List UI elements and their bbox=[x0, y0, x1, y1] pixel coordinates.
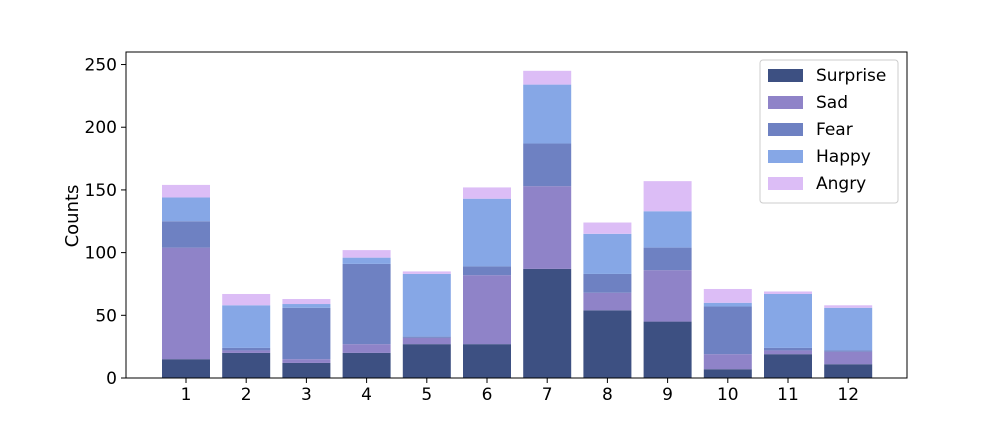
legend: Surprise Sad Fear Happy Angry bbox=[760, 60, 898, 203]
y-axis-label: Counts bbox=[62, 185, 83, 248]
x-tick-label: 10 bbox=[717, 385, 739, 405]
bar-sad-5 bbox=[403, 338, 451, 344]
bar-angry-12 bbox=[824, 305, 872, 308]
x-tick-label: 8 bbox=[602, 385, 613, 405]
bar-surprise-5 bbox=[403, 344, 451, 378]
bar-happy-6 bbox=[463, 199, 511, 267]
bar-fear-7 bbox=[523, 144, 571, 187]
bar-happy-11 bbox=[764, 294, 812, 348]
bar-sad-7 bbox=[523, 186, 571, 269]
bar-sad-8 bbox=[583, 293, 631, 311]
bar-angry-5 bbox=[403, 271, 451, 274]
bar-angry-7 bbox=[523, 71, 571, 85]
bar-fear-3 bbox=[282, 308, 330, 359]
bar-sad-10 bbox=[704, 354, 752, 369]
x-axis: 1 2 3 4 5 6 7 8 9 10 11 12 bbox=[181, 378, 859, 405]
legend-label-happy: Happy bbox=[816, 147, 871, 167]
bar-happy-8 bbox=[583, 234, 631, 274]
bar-angry-10 bbox=[704, 289, 752, 303]
x-tick-label: 7 bbox=[542, 385, 553, 405]
x-tick-label: 11 bbox=[777, 385, 799, 405]
y-tick-label: 200 bbox=[85, 118, 117, 138]
legend-swatch-angry bbox=[768, 177, 803, 190]
bar-fear-9 bbox=[644, 248, 692, 271]
x-tick-label: 9 bbox=[662, 385, 673, 405]
bar-happy-10 bbox=[704, 303, 752, 307]
bar-angry-9 bbox=[644, 181, 692, 211]
bar-surprise-3 bbox=[282, 363, 330, 378]
y-axis: 0 50 100 150 200 250 bbox=[85, 56, 126, 389]
bar-fear-5 bbox=[403, 337, 451, 338]
bar-happy-7 bbox=[523, 85, 571, 144]
bar-surprise-6 bbox=[463, 344, 511, 378]
x-tick-label: 1 bbox=[181, 385, 192, 405]
x-tick-label: 12 bbox=[837, 385, 859, 405]
legend-label-fear: Fear bbox=[816, 120, 853, 140]
y-tick-label: 100 bbox=[85, 244, 117, 264]
bar-sad-12 bbox=[824, 352, 872, 365]
bar-angry-4 bbox=[343, 250, 391, 258]
bar-angry-11 bbox=[764, 291, 812, 294]
bar-fear-12 bbox=[824, 350, 872, 351]
bar-angry-8 bbox=[583, 223, 631, 234]
bar-happy-4 bbox=[343, 258, 391, 264]
legend-label-angry: Angry bbox=[816, 174, 866, 194]
bar-fear-2 bbox=[222, 348, 270, 351]
x-tick-label: 5 bbox=[421, 385, 432, 405]
y-tick-label: 250 bbox=[85, 56, 117, 76]
bar-angry-6 bbox=[463, 187, 511, 198]
x-tick-label: 6 bbox=[482, 385, 493, 405]
bar-sad-4 bbox=[343, 344, 391, 353]
legend-swatch-surprise bbox=[768, 69, 803, 82]
y-tick-label: 0 bbox=[106, 369, 117, 389]
y-tick-label: 50 bbox=[95, 306, 117, 326]
bar-happy-12 bbox=[824, 308, 872, 351]
legend-label-surprise: Surprise bbox=[816, 66, 886, 86]
bar-angry-2 bbox=[222, 294, 270, 305]
bar-fear-8 bbox=[583, 274, 631, 293]
bar-surprise-7 bbox=[523, 269, 571, 378]
bar-angry-1 bbox=[162, 185, 210, 198]
bar-sad-2 bbox=[222, 350, 270, 353]
bar-happy-1 bbox=[162, 197, 210, 221]
bar-fear-1 bbox=[162, 221, 210, 247]
x-tick-label: 3 bbox=[301, 385, 312, 405]
bar-sad-6 bbox=[463, 275, 511, 344]
bar-happy-5 bbox=[403, 274, 451, 337]
bar-sad-3 bbox=[282, 359, 330, 363]
bar-fear-11 bbox=[764, 348, 812, 351]
bar-surprise-2 bbox=[222, 353, 270, 378]
legend-swatch-sad bbox=[768, 96, 803, 109]
bar-sad-9 bbox=[644, 270, 692, 321]
legend-swatch-happy bbox=[768, 150, 803, 163]
bar-sad-1 bbox=[162, 248, 210, 360]
bar-surprise-8 bbox=[583, 310, 631, 378]
legend-label-sad: Sad bbox=[816, 93, 848, 113]
bar-happy-9 bbox=[644, 211, 692, 247]
bar-happy-2 bbox=[222, 305, 270, 348]
bar-angry-3 bbox=[282, 299, 330, 304]
bar-surprise-10 bbox=[704, 369, 752, 378]
legend-swatch-fear bbox=[768, 123, 803, 136]
y-tick-label: 150 bbox=[85, 181, 117, 201]
bar-happy-3 bbox=[282, 304, 330, 308]
bar-surprise-9 bbox=[644, 322, 692, 378]
bar-fear-10 bbox=[704, 307, 752, 355]
x-tick-label: 2 bbox=[241, 385, 252, 405]
bar-fear-6 bbox=[463, 266, 511, 275]
bar-surprise-4 bbox=[343, 353, 391, 378]
bar-sad-11 bbox=[764, 350, 812, 354]
bar-surprise-1 bbox=[162, 359, 210, 378]
bar-surprise-12 bbox=[824, 364, 872, 378]
bar-surprise-11 bbox=[764, 354, 812, 378]
bar-fear-4 bbox=[343, 264, 391, 344]
x-tick-label: 4 bbox=[361, 385, 372, 405]
